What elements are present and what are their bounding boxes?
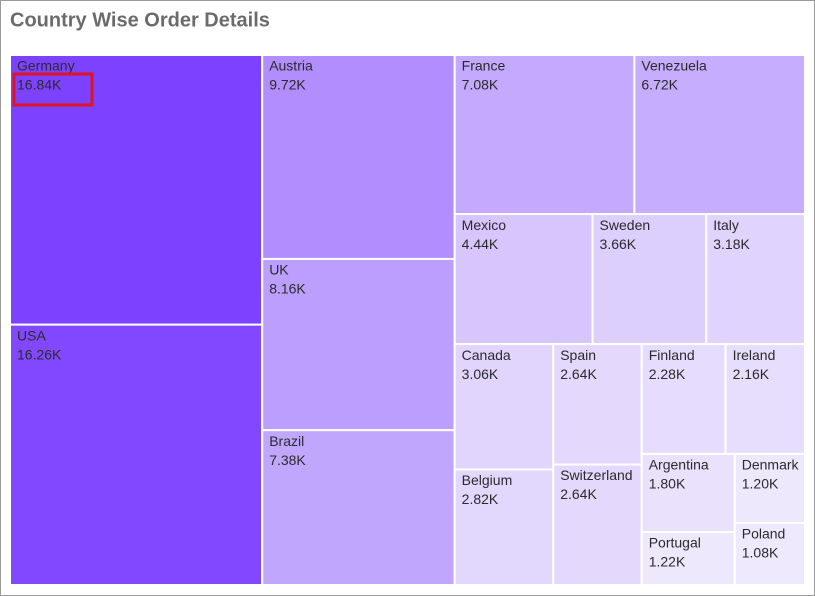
treemap-cell — [552, 343, 643, 466]
value-label: 2.64K — [560, 366, 597, 382]
value-label: 4.44K — [462, 236, 499, 252]
cell-label: Germany — [17, 58, 75, 74]
cell-label: Ireland — [733, 347, 776, 363]
value-label: 7.38K — [269, 452, 306, 468]
cell-label: Brazil — [269, 433, 304, 449]
cell-label: Spain — [560, 347, 596, 363]
treemap-cell — [9, 54, 264, 326]
treemap-cell — [733, 521, 806, 587]
treemap-cell — [552, 463, 643, 586]
cell-label: Belgium — [462, 472, 513, 488]
value-label: 3.66K — [600, 236, 637, 252]
treemap-cell — [633, 54, 807, 216]
value-label: 16.84K — [17, 77, 62, 93]
cell-label: Poland — [742, 526, 786, 542]
value-label: 2.64K — [560, 486, 597, 502]
value-label: 2.28K — [649, 366, 686, 382]
cell-label: Finland — [649, 347, 695, 363]
highlight-box — [12, 72, 94, 107]
treemap-cell — [453, 343, 555, 471]
chart-title: Country Wise Order Details — [10, 9, 270, 31]
treemap-cell — [453, 468, 555, 587]
cell-label: Denmark — [742, 457, 800, 473]
cell-label: Venezuela — [641, 58, 707, 74]
treemap-cell — [640, 452, 736, 534]
cell-label: USA — [17, 327, 46, 343]
value-label: 1.08K — [742, 545, 779, 561]
cell-label: Sweden — [600, 217, 651, 233]
value-label: 2.16K — [733, 366, 770, 382]
treemap-cell — [705, 213, 806, 346]
value-label: 7.08K — [462, 77, 499, 93]
cell-label: UK — [269, 262, 289, 278]
value-label: 9.72K — [269, 77, 306, 93]
cell-label: Mexico — [462, 217, 507, 233]
treemap-cell — [9, 323, 264, 586]
value-label: 1.80K — [649, 476, 686, 492]
cell-label: Italy — [713, 217, 739, 233]
value-label: 1.20K — [742, 476, 779, 492]
cell-label: Argentina — [649, 457, 709, 473]
cell-label: Switzerland — [560, 467, 632, 483]
value-label: 2.82K — [462, 491, 499, 507]
treemap-cell — [640, 531, 736, 586]
value-label: 16.26K — [17, 346, 62, 362]
cell-label: Canada — [462, 347, 511, 363]
treemap-cell — [733, 452, 806, 524]
value-label: 3.06K — [462, 366, 499, 382]
treemap-cell — [724, 343, 806, 455]
value-label: 8.16K — [269, 281, 306, 297]
treemap-cell — [261, 54, 456, 260]
treemap-cell — [261, 429, 456, 586]
treemap-cell — [453, 213, 594, 346]
value-label: 3.18K — [713, 236, 750, 252]
cell-label: France — [462, 58, 506, 74]
treemap-cell — [591, 213, 708, 346]
value-label: 6.72K — [641, 77, 678, 93]
cell-label: Austria — [269, 58, 313, 74]
cell-label: Portugal — [649, 535, 701, 551]
value-label: 1.22K — [649, 554, 686, 570]
